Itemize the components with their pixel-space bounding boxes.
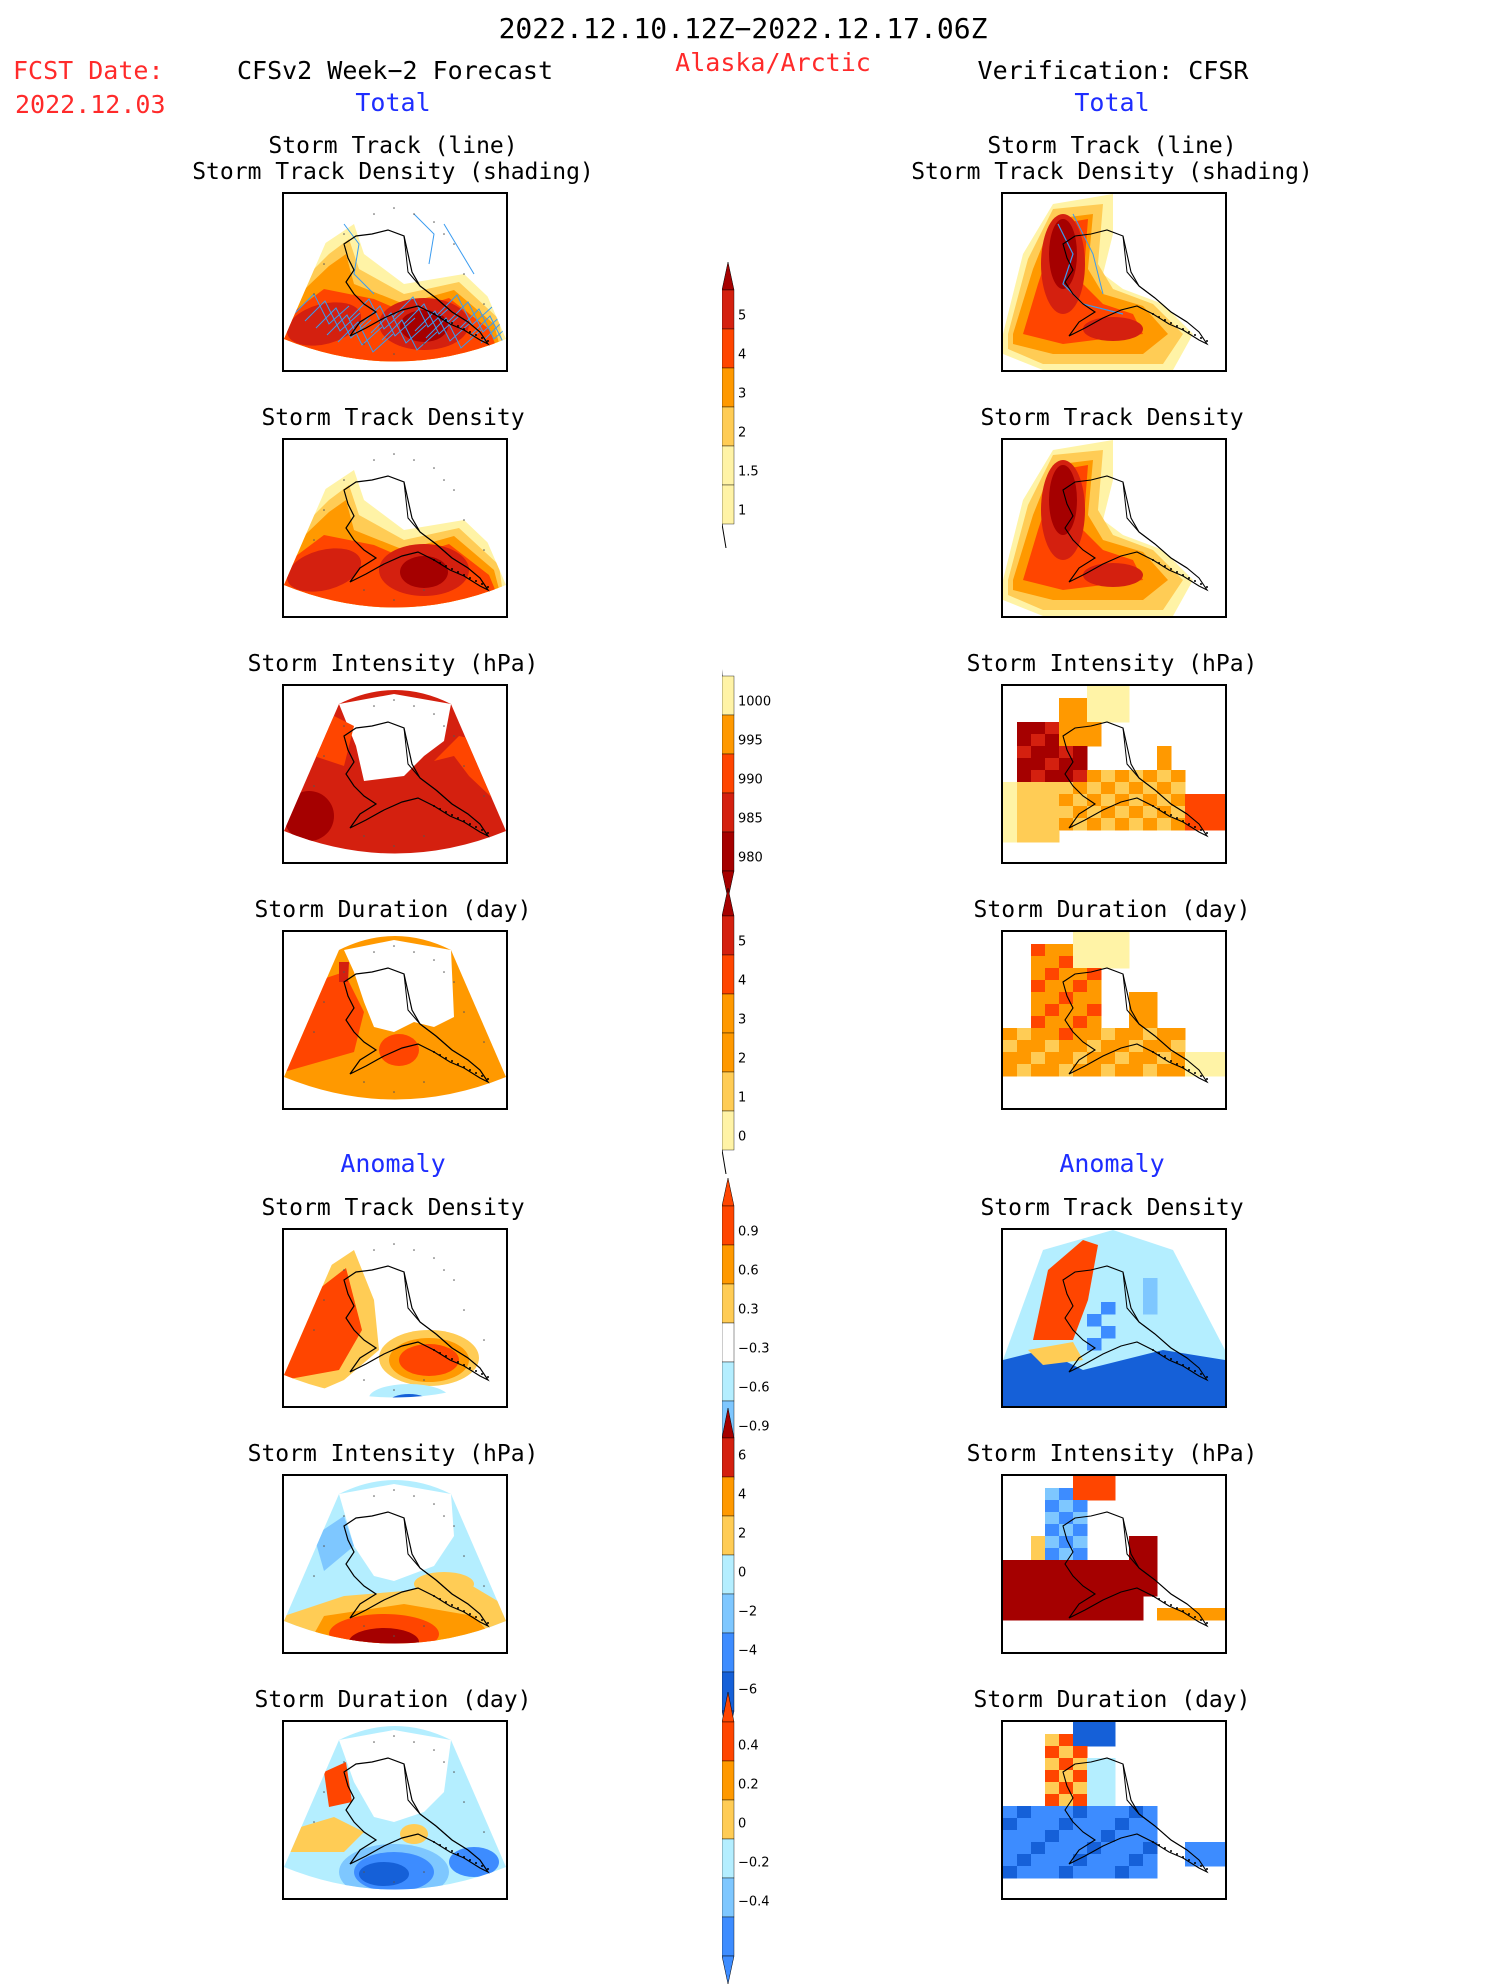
- colorbar-tick-label: 0.9: [738, 1224, 759, 1239]
- colorbar-tick-label: 0.6: [738, 1263, 759, 1278]
- panel-title-density: Storm Track Density: [261, 405, 525, 431]
- panel-title-track-a-ver: Storm Track (line): [987, 133, 1237, 159]
- map-forecast-density-anom: [282, 1228, 508, 1408]
- colorbar-duration-total: 5 4 3 2 1 0: [721, 887, 792, 1178]
- colorbar-tick-label: 5: [738, 308, 746, 323]
- colorbar-tick-label: 1000: [738, 694, 771, 709]
- colorbar-tick-label: 2: [738, 1527, 746, 1542]
- total-label-right: Total: [1074, 88, 1150, 117]
- colorbar-tick-label: −0.2: [738, 1855, 770, 1870]
- colorbar-tick-label: 0: [738, 1566, 746, 1581]
- colorbar-tick-label: −0.4: [738, 1894, 770, 1909]
- colorbar-tick-label: 1.5: [738, 464, 759, 479]
- colorbar-tick-label: 1: [738, 503, 746, 518]
- colorbar-tick-label: 5: [738, 934, 746, 949]
- colorbar-tick-label: −2: [738, 1605, 757, 1620]
- map-verification-duration-anom: [1001, 1720, 1227, 1900]
- panel-title-track-a: Storm Track (line): [268, 133, 518, 159]
- colorbar-tick-label: 980: [738, 850, 763, 865]
- panel-title-duration-anom: Storm Duration (day): [254, 1687, 532, 1713]
- panel-title-intensity-ver: Storm Intensity (hPa): [966, 651, 1258, 677]
- map-forecast-duration: [282, 930, 508, 1110]
- colorbar-tick-label: −0.3: [738, 1341, 770, 1356]
- map-verification-duration: [1001, 930, 1227, 1110]
- panel-title-duration-anom-ver: Storm Duration (day): [973, 1687, 1251, 1713]
- panel-title-intensity-anom: Storm Intensity (hPa): [247, 1441, 539, 1467]
- colorbar-intensity-total: 1000 995 990 985 980: [719, 647, 792, 903]
- map-forecast-duration-anom: [282, 1720, 508, 1900]
- colorbar-tick-label: −0.9: [738, 1419, 770, 1434]
- colorbar-tick-label: 1: [738, 1090, 746, 1105]
- colorbar-tick-label: 0.2: [738, 1777, 759, 1792]
- colorbar-density-total: 5 4 3 2 1.5 1: [721, 261, 792, 552]
- panel-title-intensity: Storm Intensity (hPa): [247, 651, 539, 677]
- colorbar-duration-anom: 0.4 0.2 0 −0.2 −0.4: [721, 1691, 792, 1988]
- colorbar-tick-label: 0.3: [738, 1302, 759, 1317]
- map-verification-track-density: [1001, 192, 1227, 372]
- map-forecast-intensity: [282, 684, 508, 864]
- colorbar-tick-label: 3: [738, 1012, 746, 1027]
- verification-title: Verification: CFSR: [977, 56, 1249, 85]
- forecast-title: CFSv2 Week−2 Forecast: [236, 56, 554, 85]
- region-title: Alaska/Arctic: [675, 48, 871, 77]
- panel-title-density-ver: Storm Track Density: [980, 405, 1244, 431]
- panel-title-duration: Storm Duration (day): [254, 897, 532, 923]
- panel-title-intensity-anom-ver: Storm Intensity (hPa): [966, 1441, 1258, 1467]
- panel-title-track-b: Storm Track Density (shading): [192, 159, 594, 185]
- colorbar-tick-label: −4: [738, 1644, 757, 1659]
- map-verification-intensity: [1001, 684, 1227, 864]
- anomaly-label-right: Anomaly: [1059, 1149, 1165, 1178]
- panel-title-density-anom: Storm Track Density: [261, 1195, 525, 1221]
- anomaly-label-left: Anomaly: [340, 1149, 446, 1178]
- map-verification-intensity-anom: [1001, 1474, 1227, 1654]
- colorbar-tick-label: 995: [738, 733, 763, 748]
- map-verification-density-anom: [1001, 1228, 1227, 1408]
- panel-title-density-anom-ver: Storm Track Density: [980, 1195, 1244, 1221]
- colorbar-tick-label: 0: [738, 1816, 746, 1831]
- map-forecast-track-density: [282, 192, 508, 372]
- panel-title-track-b-ver: Storm Track Density (shading): [911, 159, 1313, 185]
- colorbar-tick-label: 4: [738, 973, 746, 988]
- colorbar-tick-label: −0.6: [738, 1380, 770, 1395]
- colorbar-tick-label: 4: [738, 1488, 746, 1503]
- colorbar-tick-label: 0: [738, 1129, 746, 1144]
- fcst-date-value: 2022.12.03: [15, 90, 166, 119]
- map-forecast-intensity-anom: [282, 1474, 508, 1654]
- colorbar-intensity-anom: 6 4 2 0 −2 −4 −6: [721, 1407, 792, 1743]
- colorbar-tick-label: 3: [738, 386, 746, 401]
- colorbar-tick-label: 0.4: [738, 1738, 759, 1753]
- colorbar-tick-label: 6: [738, 1449, 746, 1464]
- total-label-left: Total: [355, 88, 431, 117]
- period-title: 2022.12.10.12Z−2022.12.17.06Z: [498, 12, 988, 45]
- colorbar-tick-label: 985: [738, 811, 763, 826]
- colorbar-tick-label: 4: [738, 347, 746, 362]
- panel-title-duration-ver: Storm Duration (day): [973, 897, 1251, 923]
- colorbar-tick-label: −6: [738, 1683, 757, 1698]
- colorbar-tick-label: 2: [738, 425, 746, 440]
- map-forecast-density: [282, 438, 508, 618]
- fcst-date-label: FCST Date:: [13, 56, 164, 85]
- colorbar-tick-label: 990: [738, 772, 763, 787]
- colorbar-tick-label: 2: [738, 1051, 746, 1066]
- map-verification-density: [1001, 438, 1227, 618]
